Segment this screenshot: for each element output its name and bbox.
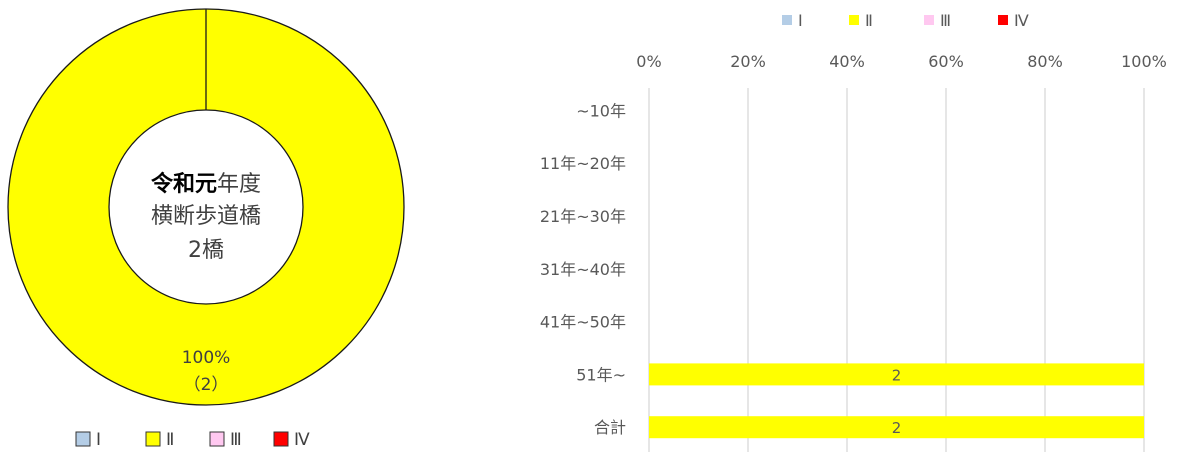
- bar-segment: [649, 416, 1144, 439]
- donut-legend-swatch-3: [273, 431, 289, 447]
- donut-center-count: 2橋: [188, 238, 224, 263]
- donut-center-subtitle: 横断歩道橋: [151, 204, 261, 229]
- bar-x-tick-label: 60%: [928, 52, 964, 71]
- donut-center-title: 令和元年度: [151, 171, 261, 197]
- bar-data-label: 2: [892, 366, 902, 384]
- donut-legend-label-2: Ⅲ: [230, 430, 242, 450]
- bar-legend: Ⅰ Ⅱ Ⅲ Ⅳ: [782, 11, 1029, 30]
- bar-legend-label-2: Ⅲ: [940, 11, 951, 30]
- donut-data-label-percent: 100%: [182, 348, 231, 368]
- bar-legend-label-0: Ⅰ: [798, 11, 803, 30]
- bar-legend-label-3: Ⅳ: [1014, 11, 1029, 30]
- bar-data-label: 2: [892, 419, 902, 437]
- bar-x-tick-label: 20%: [730, 52, 766, 71]
- bar-segment: [649, 363, 1144, 386]
- donut-legend-swatch-0: [75, 431, 91, 447]
- bar-category-label: ~10年: [576, 101, 626, 120]
- donut-data-label-count: （2）: [184, 375, 229, 395]
- bar-category-label: 合計: [594, 418, 626, 437]
- donut-legend-label-1: Ⅱ: [166, 430, 174, 450]
- bar-legend-swatch-1: [849, 15, 859, 25]
- bar-x-tick-label: 100%: [1121, 52, 1167, 71]
- bar-x-tick-label: 0%: [636, 52, 661, 71]
- bar-category-label: 21年~30年: [540, 207, 626, 226]
- bar-chart: 0% 20% 40% 60% 80% 100% ~10年 11年~20年 21年~30年 31年~…: [430, 0, 1182, 456]
- bar-x-tick-label: 40%: [829, 52, 865, 71]
- bar-legend-swatch-0: [782, 15, 792, 25]
- bar-legend-swatch-2: [924, 15, 934, 25]
- bar-chart-svg: 0% 20% 40% 60% 80% 100% ~10年 11年~20年 21年~30年 31年~…: [540, 11, 1167, 456]
- bar-category-label: 31年~40年: [540, 260, 626, 279]
- bar-category-label: 11年~20年: [540, 154, 626, 173]
- donut-legend-label-0: Ⅰ: [96, 430, 101, 450]
- donut-legend-swatch-1: [145, 431, 161, 447]
- bar-legend-swatch-3: [998, 15, 1008, 25]
- donut-legend-swatch-2: [209, 431, 225, 447]
- bar-x-tick-label: 80%: [1027, 52, 1063, 71]
- donut-legend-label-3: Ⅳ: [294, 430, 310, 450]
- donut-legend: Ⅰ Ⅱ Ⅲ Ⅳ: [75, 430, 310, 450]
- bar-legend-label-1: Ⅱ: [865, 11, 873, 30]
- bar-category-label: 51年~: [576, 365, 626, 384]
- donut-chart: 令和元年度横断歩道橋 2橋 100% （2） Ⅰ Ⅱ Ⅲ Ⅳ: [0, 0, 420, 452]
- bar-category-label: 41年~50年: [540, 313, 626, 332]
